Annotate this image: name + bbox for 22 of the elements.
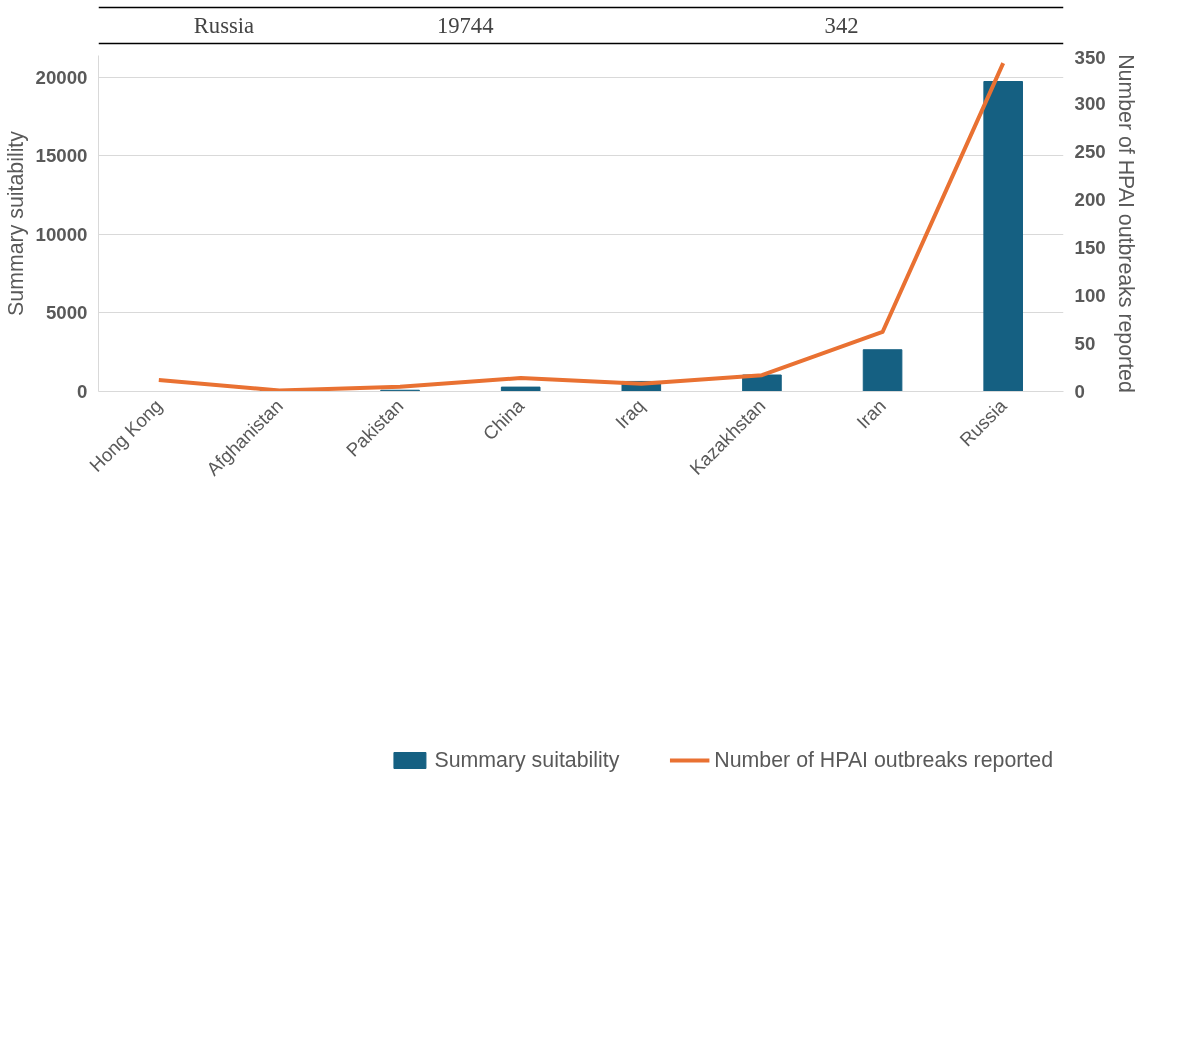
y2-tick-label: 200 <box>1074 189 1106 210</box>
text: 342 <box>824 13 859 38</box>
y-tick-label: 15000 <box>35 145 88 167</box>
legend-label: Summary suitability <box>434 747 620 773</box>
y2-tick-label: 150 <box>1074 237 1106 258</box>
y-axis-title: Summary suitability <box>3 130 28 316</box>
y2-tick-label: 50 <box>1074 333 1096 354</box>
x-tick-label: Iraq <box>611 395 649 433</box>
text: Russia <box>193 13 255 38</box>
legend-label: Number of HPAI outbreaks reported <box>714 747 1053 773</box>
y2-tick-label: 100 <box>1074 285 1106 306</box>
y-tick-label: 20000 <box>35 66 88 88</box>
y-tick-label: 10000 <box>35 223 88 245</box>
y2-tick-label: 0 <box>1074 381 1085 402</box>
y-tick-label: 5000 <box>46 302 88 324</box>
y2-tick-label: 300 <box>1074 93 1106 114</box>
y2-tick-label: 250 <box>1074 141 1106 162</box>
y2-axis-title: Number of HPAI outbreaks reported <box>1113 54 1138 393</box>
y-tick-label: 0 <box>77 381 88 402</box>
text: 19744 <box>436 13 494 38</box>
x-tick-label: Iran <box>852 395 890 433</box>
y2-tick-label: 350 <box>1074 46 1106 68</box>
